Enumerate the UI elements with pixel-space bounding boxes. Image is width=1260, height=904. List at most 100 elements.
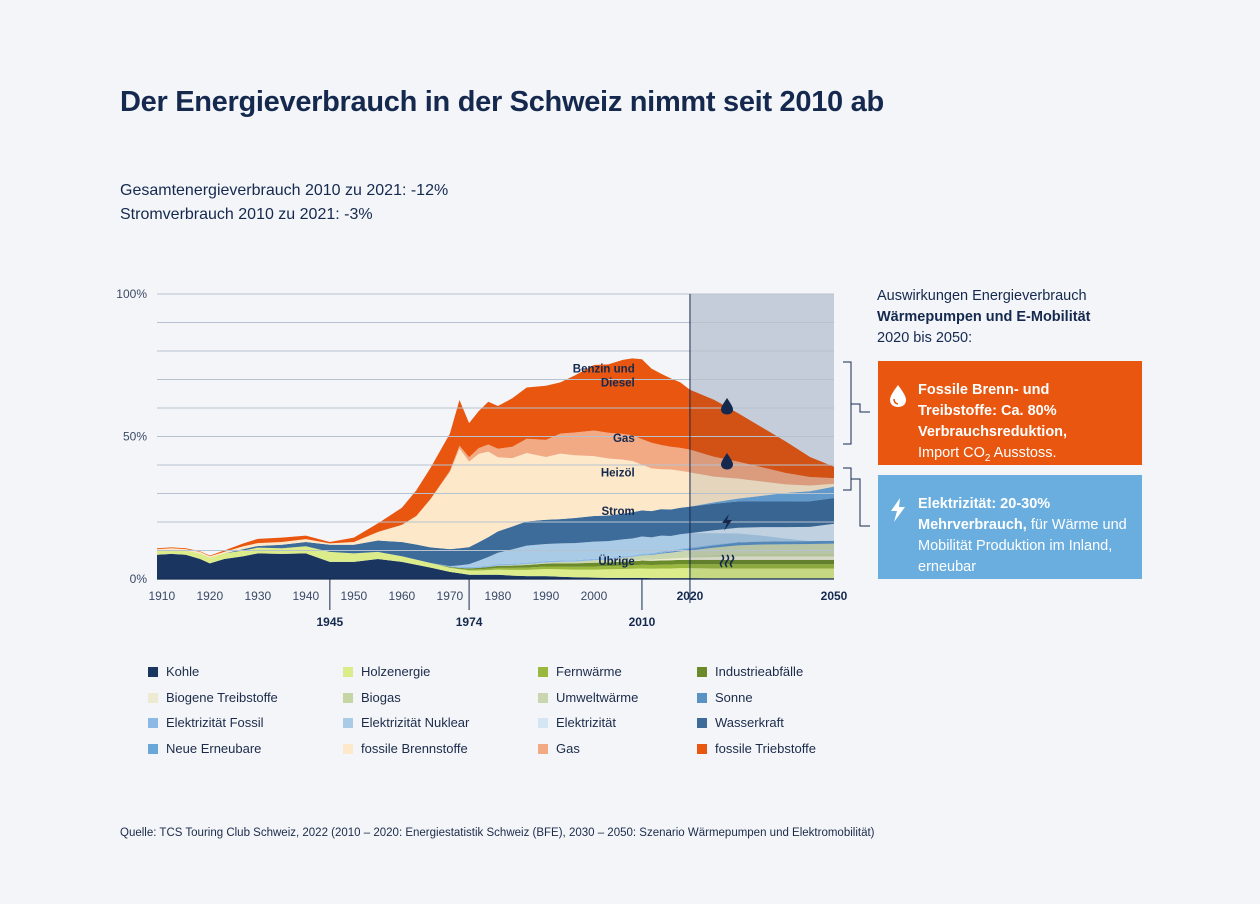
- x-tick-label: 1940: [292, 589, 319, 603]
- legend-label: Fernwärme: [556, 664, 622, 679]
- lightning-icon-strom: [722, 514, 732, 531]
- fossil-box-text-post: Ausstoss.: [990, 445, 1057, 461]
- drop-icon: [890, 385, 906, 407]
- legend-item-brenn: fossile Brennstoffe: [343, 741, 468, 756]
- legend-label: Elektrizität Nuklear: [361, 715, 470, 730]
- legend-swatch: [148, 667, 158, 677]
- fossil-box-bold: Fossile Brenn- und Treibstoffe: Ca. 80% …: [918, 382, 1068, 440]
- legend-label: Industrieabfälle: [715, 664, 804, 679]
- legend-item-holz: Holzenergie: [343, 664, 430, 679]
- legend-item-elektrizitaet: Elektrizität: [538, 715, 616, 730]
- legend-item-elnuklear: Elektrizität Nuklear: [343, 715, 469, 730]
- fossil-box-text-pre: Import CO: [918, 445, 985, 461]
- panel-heading: Auswirkungen Energieverbrauch Wärmepumpe…: [877, 286, 1090, 349]
- legend-item-gas: Gas: [538, 741, 580, 756]
- drop-icon-benzin: [721, 398, 733, 415]
- legend-swatch: [538, 692, 548, 703]
- marker-year-label: 1945: [316, 615, 343, 629]
- fossil-box-text-sub: 2: [984, 452, 991, 464]
- legend-item-neue: Neue Erneubare: [148, 741, 261, 756]
- panel-brackets: [843, 361, 870, 527]
- legend-label: Umweltwärme: [556, 689, 639, 705]
- electricity-box: Elektrizität: 20-30% Mehrverbrauch, für …: [878, 475, 1142, 579]
- area-labels-group: Benzin und Diesel Gas Heizöl Strom Übrige: [573, 363, 635, 567]
- legend-label: Holzenergie: [361, 664, 431, 679]
- legend-label: Biogene Treibstoffe: [166, 689, 278, 705]
- legend-label: Gas: [556, 740, 580, 756]
- legend-swatch: [697, 743, 707, 754]
- area-umwelt: [157, 543, 834, 569]
- x-tick-label: 2000: [581, 589, 608, 603]
- x-tick-label: 1910: [148, 589, 175, 603]
- x-tick-label: 1930: [244, 589, 271, 603]
- panel-heading-line3: 2020 bis 2050:: [877, 330, 973, 346]
- legend-swatch: [697, 718, 707, 728]
- area-kohle: [157, 553, 834, 579]
- legend-swatch: [343, 718, 353, 728]
- legend-label: Wasserkraft: [715, 715, 784, 730]
- area-elnuklear: [157, 533, 834, 568]
- x-tick-label: 1950: [341, 589, 368, 603]
- area-label: Benzin und: [573, 363, 635, 375]
- legend-swatch: [343, 692, 353, 703]
- legend-swatch: [343, 667, 353, 677]
- area-label: Gas: [613, 433, 635, 445]
- legend-swatch: [343, 743, 353, 754]
- legend-swatch: [148, 692, 158, 703]
- panel-heading-line1: Auswirkungen Energieverbrauch: [877, 288, 1087, 304]
- source-note: Quelle: TCS Touring Club Schweiz, 2022 (…: [120, 827, 875, 839]
- drop-icon-gas: [721, 453, 733, 470]
- y-tick-label: 0%: [130, 572, 148, 586]
- x-tick-label: 1970: [437, 589, 464, 603]
- legend-item-umwelt: Umweltwärme: [538, 690, 638, 705]
- area-gas: [157, 430, 834, 557]
- lightning-icon: [891, 498, 905, 522]
- chart-title: Der Energieverbrauch in der Schweiz nimm…: [120, 86, 884, 118]
- legend-item-kohle: Kohle: [148, 664, 199, 679]
- area-icons-group: [719, 398, 735, 568]
- area-label: Diesel: [601, 378, 635, 390]
- legend-item-biogas: Biogas: [343, 690, 401, 705]
- legend-item-treib: fossile Triebstoffe: [697, 741, 816, 756]
- fossil-fuels-box: Fossile Brenn- und Treibstoffe: Ca. 80% …: [878, 361, 1142, 465]
- area-industrie: [157, 546, 834, 570]
- legend-label: Elektrizität: [556, 715, 616, 730]
- legend-label: fossile Triebstoffe: [715, 740, 816, 756]
- marker-year-label: 1974: [456, 615, 483, 629]
- legend-swatch: [148, 743, 158, 754]
- bracket-fossil: [843, 361, 870, 445]
- marker-year-label: 2010: [629, 615, 656, 629]
- legend-swatch: [148, 718, 158, 728]
- panel-heading-line2: Wärmepumpen und E-Mobilität: [877, 309, 1091, 325]
- legend-swatch: [538, 718, 548, 728]
- area-elektrizitaet: [157, 523, 834, 567]
- subtitle-total: Gesamtenergieverbrauch 2010 zu 2021: -12…: [120, 182, 449, 199]
- legend-swatch: [697, 692, 707, 703]
- y-tick-label: 100%: [116, 287, 147, 301]
- x-tick-label: 1960: [389, 589, 416, 603]
- legend-item-fernwaerme: Fernwärme: [538, 664, 622, 679]
- legend-item-wasser: Wasserkraft: [697, 715, 784, 730]
- x-tick-label: 1980: [485, 589, 512, 603]
- legend-swatch: [697, 667, 707, 677]
- area-fernwaerme: [157, 546, 834, 571]
- bracket-electric: [843, 467, 870, 527]
- legend-swatch: [538, 667, 548, 677]
- legend-item-sonne: Sonne: [697, 690, 753, 705]
- axis-group: 0% 50% 100% 1910 1920 1930 1940 1950 1960 1970 198…: [116, 287, 847, 629]
- area-brenn: [157, 448, 834, 558]
- legend-label: Neue Erneubare: [166, 740, 262, 756]
- legend-item-biogene: Biogene Treibstoffe: [148, 690, 278, 705]
- x-tick-label-bold: 2050: [821, 589, 848, 603]
- area-label: Strom: [602, 506, 635, 518]
- area-biogas: [157, 546, 834, 569]
- legend-swatch: [538, 743, 548, 754]
- x-tick-label: 1990: [533, 589, 560, 603]
- electric-box-text: für Wärme und Mobilität Produktion im In…: [918, 517, 1127, 575]
- legend-label: Kohle: [166, 664, 200, 679]
- x-tick-label-bold: 2020: [677, 589, 704, 603]
- heat-waves-icon-uebrige: [719, 554, 735, 568]
- electric-box-bold: Elektrizität: 20-30% Mehrverbrauch,: [918, 496, 1051, 533]
- area-sonne: [157, 540, 834, 569]
- legend-label: Elektrizität Fossil: [166, 715, 264, 730]
